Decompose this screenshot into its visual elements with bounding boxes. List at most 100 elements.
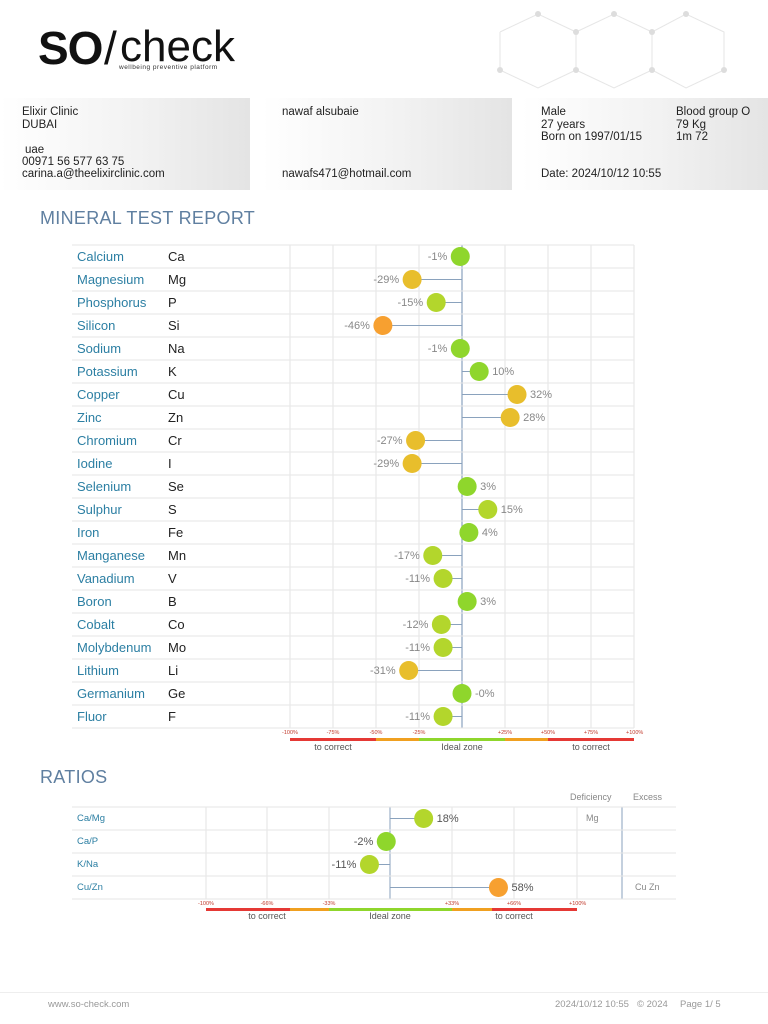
- mineral-percent-label: -11%: [405, 641, 431, 654]
- mineral-zone-bar: [419, 738, 505, 741]
- mineral-value-dot: [452, 684, 472, 703]
- ratio-axis-tick: -33%: [322, 901, 336, 907]
- mineral-value-dot: [433, 707, 453, 726]
- mineral-symbol: B: [168, 593, 177, 609]
- mineral-symbol: Co: [168, 616, 185, 632]
- mineral-name: Iron: [77, 524, 100, 540]
- footer-website[interactable]: www.so-check.com: [48, 999, 130, 1010]
- mineral-name: Phosphorus: [77, 294, 147, 310]
- mineral-symbol: Zn: [168, 409, 184, 425]
- patient-details-panel: [522, 98, 768, 190]
- mineral-value-dot: [399, 661, 419, 680]
- ratio-deficiency-value: Mg: [586, 812, 599, 823]
- mineral-name: Fluor: [77, 708, 107, 724]
- mineral-value-dot: [478, 500, 498, 519]
- mineral-percent-label: -1%: [427, 342, 448, 355]
- mineral-value-dot: [457, 477, 477, 496]
- mineral-percent-label: -0%: [475, 687, 495, 700]
- mineral-name: Selenium: [77, 478, 132, 494]
- mineral-zone-label: to correct: [314, 742, 352, 752]
- socheck-logo: SO / check wellbeing preventive platform: [38, 22, 258, 82]
- ratio-name: Ca/P: [77, 835, 99, 847]
- mineral-percent-label: -15%: [397, 296, 424, 309]
- mineral-symbol: V: [168, 570, 177, 586]
- patient-age: 27 years: [541, 119, 586, 131]
- mineral-symbol: F: [168, 708, 176, 724]
- clinic-email: carina.a@theelixirclinic.com: [22, 168, 165, 180]
- logo-check: check: [120, 22, 235, 71]
- clinic-country: uae: [25, 144, 45, 156]
- mineral-symbol: Cu: [168, 386, 185, 402]
- mineral-axis-tick: +75%: [583, 730, 599, 736]
- mineral-percent-label: -29%: [373, 273, 400, 286]
- mineral-symbol: Se: [168, 478, 184, 494]
- mineral-value-dot: [450, 339, 470, 358]
- mineral-name: Molybdenum: [77, 639, 152, 655]
- mineral-axis-tick: -100%: [282, 730, 298, 736]
- mineral-axis-tick: -50%: [369, 730, 383, 736]
- patient-name: nawaf alsubaie: [282, 106, 359, 118]
- mineral-axis-tick: +100%: [626, 730, 644, 736]
- mineral-percent-label: 15%: [500, 503, 523, 516]
- patient-height: 1m 72: [676, 131, 708, 143]
- logo-so: SO: [38, 22, 103, 74]
- mineral-name: Sulphur: [77, 501, 122, 517]
- mineral-value-dot: [457, 592, 477, 611]
- mineral-value-dot: [469, 362, 489, 381]
- mineral-name: Vanadium: [77, 570, 135, 586]
- mineral-name: Boron: [77, 593, 112, 609]
- report-date: Date: 2024/10/12 10:55: [541, 168, 662, 180]
- logo-slash: /: [104, 22, 117, 74]
- ratio-axis-tick: -100%: [198, 901, 214, 907]
- ratio-axis-tick: -66%: [260, 901, 274, 907]
- mineral-percent-label: 3%: [480, 595, 497, 608]
- mineral-symbol: Li: [168, 662, 179, 678]
- mineral-zone-bar: [505, 738, 548, 741]
- excess-header: Excess: [633, 792, 663, 802]
- ratio-name: Cu/Zn: [77, 881, 103, 893]
- ratio-percent-label: -11%: [331, 858, 357, 871]
- mineral-value-dot: [459, 523, 479, 542]
- clinic-city: DUBAI: [22, 119, 58, 131]
- mineral-symbol: K: [168, 363, 177, 379]
- mineral-zone-label: Ideal zone: [441, 742, 483, 752]
- mineral-name: Iodine: [77, 455, 113, 471]
- mineral-percent-label: 3%: [480, 480, 497, 493]
- ratio-value-dot: [414, 809, 434, 828]
- patient-info-panel: [262, 98, 512, 190]
- mineral-symbol: Mg: [168, 271, 187, 287]
- ratio-axis-tick: +66%: [506, 901, 522, 907]
- ratio-name: K/Na: [77, 858, 99, 870]
- mineral-axis-tick: -25%: [412, 730, 426, 736]
- mineral-percent-label: -12%: [402, 618, 429, 631]
- ratio-excess-value: Cu Zn: [635, 881, 660, 892]
- patient-sex: Male: [541, 106, 566, 118]
- mineral-percent-label: 28%: [523, 411, 546, 424]
- mineral-name: Sodium: [77, 340, 122, 356]
- mineral-percent-label: 32%: [530, 388, 553, 401]
- mineral-symbol: Si: [168, 317, 180, 333]
- ratio-percent-label: 18%: [436, 812, 459, 825]
- mineral-symbol: Ge: [168, 685, 186, 701]
- footer-copyright: © 2024: [637, 999, 668, 1010]
- mineral-name: Copper: [77, 386, 120, 402]
- mineral-symbol: P: [168, 294, 177, 310]
- mineral-percent-label: -27%: [376, 434, 403, 447]
- ratio-value-dot: [359, 855, 379, 874]
- mineral-report-title: MINERAL TEST REPORT: [40, 208, 256, 228]
- mineral-percent-label: 4%: [481, 526, 498, 539]
- mineral-value-dot: [426, 293, 446, 312]
- mineral-symbol: Mo: [168, 639, 187, 655]
- mineral-percent-label: -1%: [427, 250, 448, 263]
- mineral-name: Manganese: [77, 547, 145, 563]
- mineral-zone-bar: [376, 738, 419, 741]
- mineral-percent-label: -17%: [394, 549, 420, 562]
- ratios-title: RATIOS: [40, 767, 108, 787]
- mineral-symbol: Cr: [168, 432, 182, 448]
- clinic-phone: 00971 56 577 63 75: [22, 156, 125, 168]
- mineral-value-dot: [433, 638, 453, 657]
- mineral-value-dot: [431, 615, 451, 634]
- ratio-zone-label: to correct: [248, 911, 286, 921]
- ratio-axis-tick: +33%: [444, 901, 460, 907]
- mineral-percent-label: -11%: [405, 572, 431, 585]
